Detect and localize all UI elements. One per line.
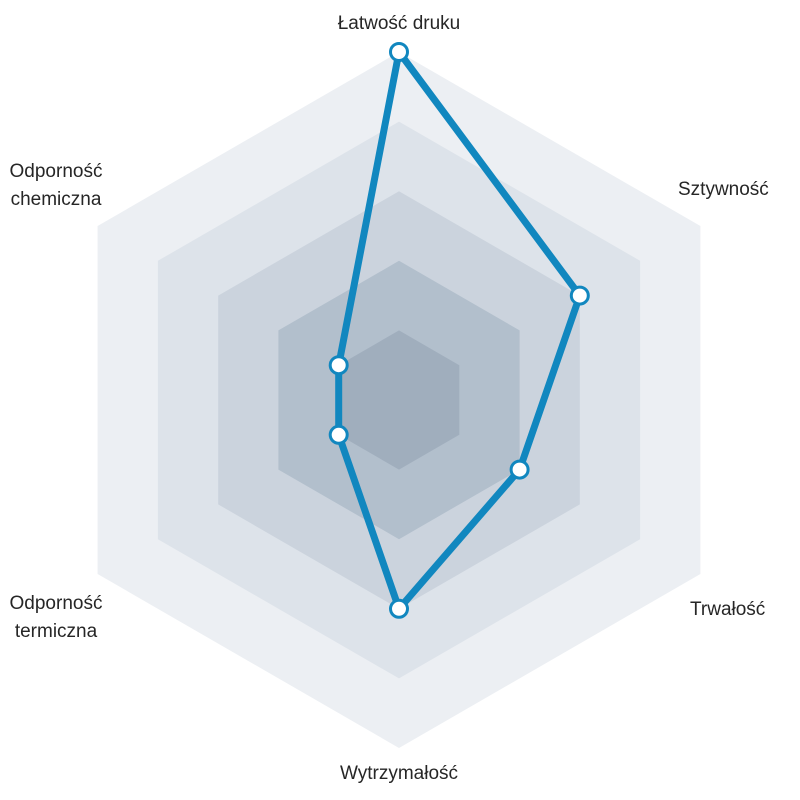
data-point-3 <box>389 598 409 619</box>
data-point-2 <box>509 459 530 480</box>
axis-label-sztywnosc: Sztywność <box>678 179 769 200</box>
grid-ring-1 <box>338 330 460 470</box>
axis-label-odpornosc-chemiczna: Odporność chemiczna <box>9 161 103 210</box>
data-point-0 <box>389 42 409 62</box>
axis-label-latwosc-druku: Łatwość druku <box>337 13 461 34</box>
data-point-4 <box>328 424 349 445</box>
axis-label-trwalosc: Trwałość <box>690 599 766 620</box>
axis-label-wytrzymalosc: Wytrzymałość <box>339 763 459 784</box>
data-point-5 <box>328 355 349 376</box>
axis-label-odpornosc-termiczna: Odporność termiczna <box>9 593 103 642</box>
data-point-1 <box>569 285 590 306</box>
